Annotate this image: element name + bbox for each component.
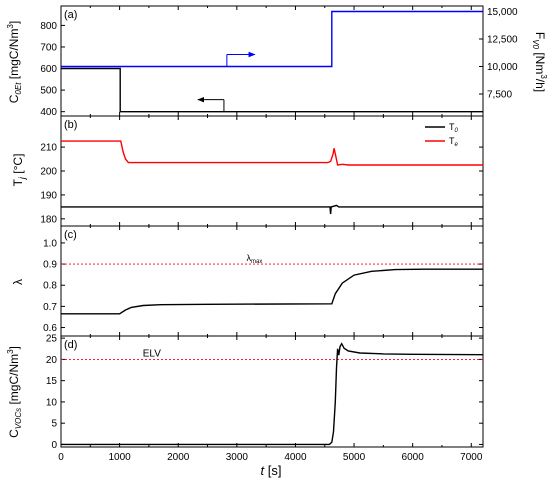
panel-a-series-C0Et (61, 67, 483, 113)
panel-d: 0 5 10 15 20 25 (d) ELV 0 1000 2000 3000 4000 5000 600… (46, 334, 484, 463)
panel-c-ytick-label: 0.8 (43, 281, 57, 292)
panel-d-xtick-label: 5000 (343, 452, 366, 463)
panel-b-ytick-label: 190 (40, 190, 57, 201)
panel-c-ytick-label: 0.9 (43, 260, 57, 271)
panel-a-ytick-right-label: 12,500 (487, 35, 518, 46)
panel-d-xtick-label: 4000 (284, 452, 307, 463)
panel-c-ytick-label: 1.0 (43, 238, 57, 249)
panel-c-series- (61, 268, 483, 315)
panel-a-ytick-label: 400 (40, 107, 57, 118)
panel-a-ytick-right-label: 10,000 (487, 62, 518, 73)
panel-b-series-Te (61, 140, 483, 166)
panel-a-ytick-label: 600 (40, 64, 57, 75)
panel-a-ytick-right-label: 7,500 (487, 90, 512, 101)
panel-d-reference-label: ELV (143, 348, 161, 359)
panel-b-ytick-label: 200 (40, 167, 57, 178)
panel-a-ytick-label: 500 (40, 86, 57, 97)
panel-d-xtick-label: 7000 (460, 452, 483, 463)
panel-c-ytick-label: 0.6 (43, 323, 57, 334)
panel-d-ytick-label: 20 (46, 355, 58, 366)
panel-a: 400 500 600 700 800 7,500 10,000 12,500 15,000 (a… (40, 5, 518, 118)
panel-a-ylabel-right: FV0 [Nm3/h] (531, 32, 548, 92)
panel-a-frame (60, 5, 484, 117)
panel-d-ytick-label: 5 (51, 419, 57, 430)
panel-d-series-CVOCs (61, 342, 484, 446)
panel-c-label: (c) (64, 229, 77, 241)
panel-b-ytick-label: 210 (40, 143, 57, 154)
panel-d-xtick-label: 0 (58, 452, 64, 463)
panel-d-ylabel: CVOCs [mgC/Nm3] (6, 346, 23, 438)
panel-b: 180 190 200 210 (b) T0 Te (40, 115, 484, 227)
panel-d-frame (60, 335, 484, 448)
panel-c-ytick-label: 0.7 (43, 302, 57, 313)
panel-c-reference-label: λmax (246, 253, 262, 265)
panel-b-legend-label: T0 (449, 122, 459, 134)
panel-a-ylabel-left: C0Et [mgC/Nm3] (6, 21, 23, 103)
panel-c-ylabel: λ (11, 279, 25, 285)
panel-d-xtick-label: 6000 (402, 452, 425, 463)
x-axis-title: t [s] (261, 463, 282, 478)
panel-d-ytick-label: 0 (51, 440, 57, 451)
panel-d-ytick-label: 25 (46, 334, 58, 345)
panel-a-ytick-right-label: 15,000 (487, 7, 518, 18)
panel-a-ytick-label: 800 (40, 21, 57, 32)
panel-d-ytick-label: 10 (46, 397, 58, 408)
panel-d-ytick-label: 15 (46, 376, 58, 387)
panel-d-xtick-label: 1000 (108, 452, 131, 463)
panel-d-xtick-label: 2000 (167, 452, 190, 463)
panel-b-label: (b) (64, 119, 77, 131)
panel-b-legend-label: Te (449, 136, 459, 148)
panel-c: 0.6 0.7 0.8 0.9 1.0 (c) λmax (43, 225, 484, 337)
panel-c-frame (60, 225, 484, 337)
panel-b-ytick-label: 180 (40, 214, 57, 225)
panel-a-ytick-label: 700 (40, 42, 57, 53)
panel-d-label: (d) (64, 339, 77, 351)
panel-a-series-FV0 (61, 10, 483, 68)
panel-a-label: (a) (64, 9, 77, 21)
panel-d-xtick-label: 3000 (226, 452, 249, 463)
panel-b-series-T0 (61, 204, 483, 215)
panel-b-ylabel: Tj [°C] (11, 154, 27, 187)
panel-b-frame (60, 115, 484, 227)
